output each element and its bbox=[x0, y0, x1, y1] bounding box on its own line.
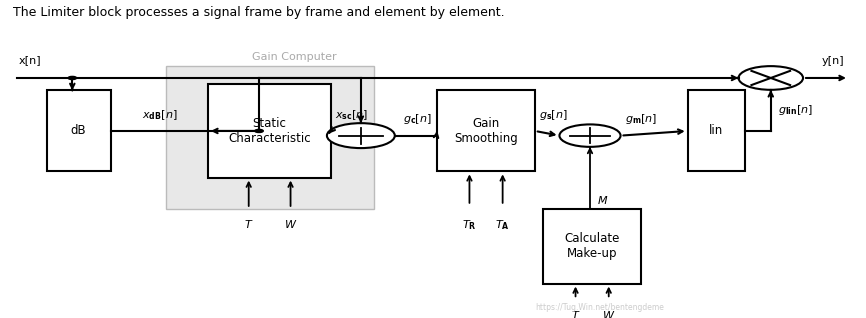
Circle shape bbox=[559, 124, 621, 147]
Bar bbox=[208, 84, 331, 178]
Text: $x_{\mathbf{sc}}[n]$: $x_{\mathbf{sc}}[n]$ bbox=[335, 108, 369, 121]
Text: $W$: $W$ bbox=[284, 218, 297, 230]
Text: Static
Characteristic: Static Characteristic bbox=[229, 117, 311, 145]
Bar bbox=[437, 90, 535, 171]
Text: $g_{\mathbf{lin}}[n]$: $g_{\mathbf{lin}}[n]$ bbox=[778, 103, 812, 117]
Circle shape bbox=[739, 66, 803, 90]
Text: $g_{\mathbf{m}}[n]$: $g_{\mathbf{m}}[n]$ bbox=[624, 112, 657, 126]
Text: https://Tug.Win.net/bentengdeme: https://Tug.Win.net/bentengdeme bbox=[535, 303, 663, 312]
Text: Gain
Smoothing: Gain Smoothing bbox=[454, 117, 518, 145]
Text: $T_{\mathbf{A}}$: $T_{\mathbf{A}}$ bbox=[495, 218, 510, 232]
Text: $T$: $T$ bbox=[571, 308, 580, 318]
Text: $g_{\mathbf{c}}[n]$: $g_{\mathbf{c}}[n]$ bbox=[404, 112, 432, 126]
Text: $g_{\mathbf{s}}[n]$: $g_{\mathbf{s}}[n]$ bbox=[539, 107, 568, 121]
Text: Calculate
Make-up: Calculate Make-up bbox=[565, 232, 620, 260]
Text: Gain Computer: Gain Computer bbox=[252, 52, 337, 62]
Text: dB: dB bbox=[71, 124, 87, 137]
Text: x[n]: x[n] bbox=[19, 56, 42, 66]
Text: $T_{\mathbf{R}}$: $T_{\mathbf{R}}$ bbox=[462, 218, 477, 232]
Text: y[n]: y[n] bbox=[822, 56, 844, 66]
Text: $T$: $T$ bbox=[244, 218, 254, 230]
Text: $W$: $W$ bbox=[602, 308, 616, 318]
Text: $x_{\mathbf{dB}}[n]$: $x_{\mathbf{dB}}[n]$ bbox=[141, 108, 177, 121]
Bar bbox=[165, 66, 373, 209]
Circle shape bbox=[255, 129, 263, 133]
Text: $M$: $M$ bbox=[597, 194, 608, 206]
Text: lin: lin bbox=[709, 124, 724, 137]
Text: The Limiter block processes a signal frame by frame and element by element.: The Limiter block processes a signal fra… bbox=[13, 6, 505, 19]
Bar bbox=[47, 90, 111, 171]
Bar bbox=[688, 90, 746, 171]
Bar bbox=[543, 209, 641, 284]
Circle shape bbox=[68, 76, 76, 80]
Circle shape bbox=[327, 123, 395, 148]
